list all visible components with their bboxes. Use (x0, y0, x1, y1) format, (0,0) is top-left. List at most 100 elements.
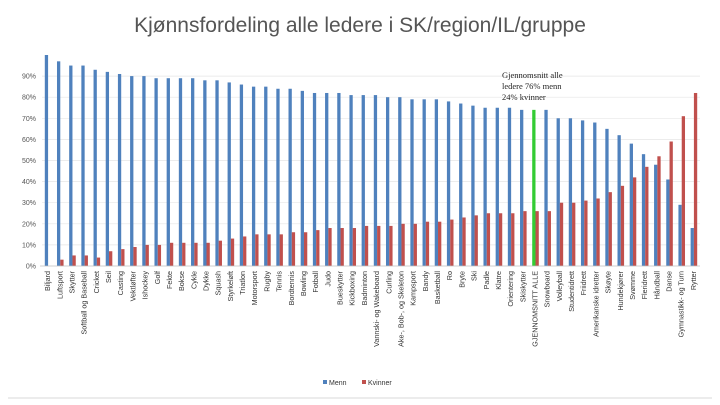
x-tick-label: Kickboxing (348, 271, 357, 306)
x-tick-label: Biljard (43, 271, 52, 291)
x-tick-label: Hundekjører (616, 270, 625, 310)
bar-menn (215, 80, 219, 266)
chart-title: Kjønnsfordeling alle ledere i SK/region/… (134, 14, 586, 37)
bar-kvinner (377, 225, 381, 266)
bar-menn (178, 78, 183, 267)
bar-kvinner (157, 244, 162, 266)
x-tick-label: Cykle (189, 271, 198, 289)
bar-kvinner (267, 234, 271, 266)
x-tick-label: Judo (323, 271, 332, 287)
x-tick-label: Bryte (457, 271, 466, 288)
x-tick-label: Bandy (421, 271, 430, 292)
bar-kvinner (364, 225, 369, 266)
bar-kvinner (632, 177, 637, 266)
x-tick-label: Rytter (689, 270, 698, 290)
x-tick-label: Danse (665, 271, 674, 292)
y-tick-label: 90% (22, 74, 36, 81)
x-tick-label: Volleyball (555, 271, 564, 302)
x-tick-label: Skiskytter (518, 270, 527, 302)
bar-kvinner (169, 242, 174, 266)
legend-swatch-kvinner (362, 380, 366, 384)
bar-menn (312, 92, 317, 266)
bar-kvinner (413, 223, 417, 266)
bar-kvinner (60, 259, 64, 266)
x-tick-labels: Biljard Luftsport Skytter Softball og Baseb… (43, 270, 698, 347)
x-tick-label: Basketball (433, 271, 442, 305)
x-tick-label: Styrkeløft (226, 271, 235, 301)
bar-menn (629, 143, 633, 266)
bar-kvinner (194, 242, 198, 266)
bar-menn (300, 90, 304, 267)
bar-menn (507, 107, 512, 266)
bar-kvinner (182, 242, 186, 266)
x-tick-label: Fotball (311, 271, 320, 293)
bar-menn (325, 92, 329, 266)
bar-kvinner (596, 198, 600, 266)
bar-kvinner (535, 211, 539, 266)
bar-kvinner (121, 249, 125, 266)
annotation-line-3: 24% kvinner (502, 92, 546, 102)
x-tick-label: Skytter (67, 270, 76, 293)
bar-menn (142, 76, 146, 266)
bar-menn (544, 109, 548, 266)
legend: Menn Kvinner (323, 380, 392, 387)
x-tick-label: Rugby (262, 271, 271, 292)
x-tick-label: Vannski- og Wakeboard (372, 271, 381, 347)
y-tick-label: 0% (26, 264, 36, 271)
bar-menn (385, 97, 390, 266)
legend-label-kvinner: Kvinner (368, 380, 392, 387)
bar-menn (605, 128, 609, 266)
bar-kvinner (584, 200, 588, 266)
legend-label-menn: Menn (329, 380, 347, 387)
bar-menn (227, 82, 231, 267)
bar-menn (69, 65, 73, 266)
bar-kvinner (109, 251, 113, 266)
bar-kvinner (438, 221, 442, 266)
annotation-line-2: ledere 76% menn (502, 81, 562, 91)
x-tick-label: Casting (116, 271, 125, 295)
bar-kvinner (498, 213, 503, 266)
bar-kvinner (316, 230, 320, 266)
bar-menn (617, 135, 621, 266)
bar-kvinner (243, 236, 247, 266)
x-tick-label: Orientering (506, 271, 515, 307)
bar-kvinner (352, 228, 357, 266)
bar-menn (459, 103, 463, 266)
bar-menn (580, 120, 585, 266)
y-tick-label: 30% (22, 200, 36, 207)
bar-menn (288, 88, 292, 266)
x-tick-label: Studentidrett (567, 271, 576, 312)
bar-menn (678, 204, 682, 266)
bar-kvinner (218, 240, 222, 266)
x-tick-label: Kampsport (409, 271, 418, 306)
bar-kvinner (681, 116, 686, 266)
x-tick-label: Amerikanske idretter (591, 270, 600, 337)
y-tick-label: 50% (22, 158, 36, 165)
x-tick-label: Squash (214, 271, 223, 295)
x-tick-label: Triatlon (238, 271, 247, 295)
bar-menn (398, 97, 402, 266)
y-tick-labels: 0% 10% 20% 30% 40% 50% 60% 70% 80% 90% (22, 74, 36, 271)
bar-kvinner (559, 202, 564, 266)
legend-swatch-menn (323, 380, 327, 384)
bar-kvinner (255, 234, 259, 266)
bar-menn (56, 61, 61, 266)
bar-menn (81, 65, 85, 266)
x-tick-label: Softball og Baseball (80, 271, 89, 335)
x-tick-label: Padle (482, 271, 491, 289)
x-tick-label: Håndball (652, 271, 661, 300)
bar-menn (520, 109, 524, 266)
x-tick-label: Ro (445, 271, 454, 280)
bar-menn (349, 95, 353, 266)
bar-kvinner (401, 223, 405, 266)
bar-kvinner (669, 141, 673, 266)
x-tick-label: Motorsport (250, 271, 259, 305)
bar-kvinner (145, 244, 149, 266)
bar-menn (337, 92, 341, 266)
x-tick-label: Cricket (92, 271, 101, 293)
x-tick-label: Svømme (628, 271, 637, 300)
bar-menn (44, 55, 49, 266)
y-tick-label: 80% (22, 95, 36, 102)
bar-menn (654, 164, 658, 266)
